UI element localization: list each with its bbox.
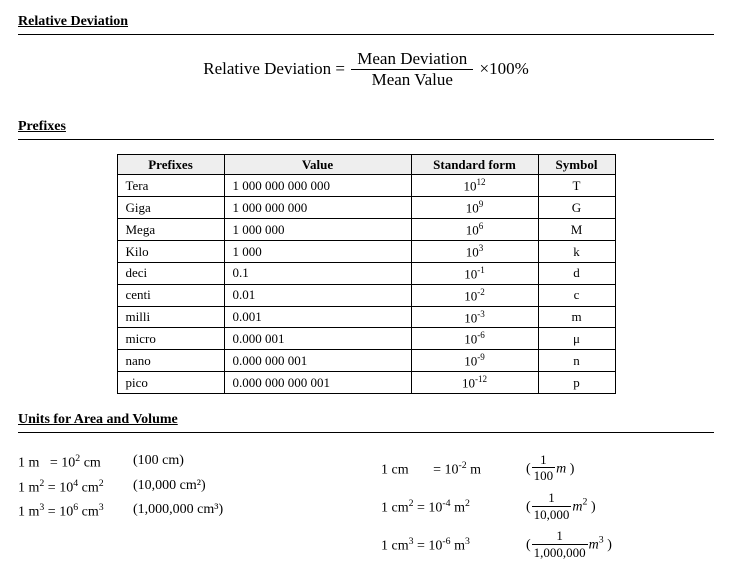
section-title-units: Units for Area and Volume bbox=[18, 412, 714, 428]
formula-denominator: Mean Value bbox=[351, 70, 473, 90]
prefix-symbol: c bbox=[538, 284, 615, 306]
units-right-column: 1 cm = 10-2 m(1100m ) 1 cm2 = 10-4 m2(110… bbox=[381, 447, 714, 568]
prefix-name: deci bbox=[117, 262, 224, 284]
table-row: Mega1 000 000106M bbox=[117, 219, 615, 241]
unit-conversion: 1 m2 = 104 cm2(10,000 cm²) bbox=[18, 478, 351, 497]
unit-conversion: 1 cm = 10-2 m(1100m ) bbox=[381, 453, 714, 485]
prefix-symbol: k bbox=[538, 240, 615, 262]
prefix-symbol: n bbox=[538, 350, 615, 372]
formula-fraction: Mean Deviation Mean Value bbox=[351, 49, 473, 91]
table-row: pico0.000 000 000 00110-12p bbox=[117, 372, 615, 394]
prefix-name: Tera bbox=[117, 175, 224, 197]
prefix-value: 0.000 001 bbox=[224, 328, 411, 350]
prefix-value: 1 000 000 bbox=[224, 219, 411, 241]
formula-lhs: Relative Deviation = bbox=[203, 59, 345, 78]
prefix-standard-form: 10-12 bbox=[411, 372, 538, 394]
col-header: Symbol bbox=[538, 154, 615, 175]
prefix-symbol: d bbox=[538, 262, 615, 284]
units-area: 1 m = 102 cm(100 cm) 1 m2 = 104 cm2(10,00… bbox=[18, 447, 714, 568]
prefix-value: 0.000 000 000 001 bbox=[224, 372, 411, 394]
prefix-value: 0.000 000 001 bbox=[224, 350, 411, 372]
prefix-symbol: m bbox=[538, 306, 615, 328]
prefix-symbol: p bbox=[538, 372, 615, 394]
prefix-standard-form: 103 bbox=[411, 240, 538, 262]
prefix-standard-form: 1012 bbox=[411, 175, 538, 197]
unit-conversion: 1 m3 = 106 cm3(1,000,000 cm³) bbox=[18, 502, 351, 521]
unit-conversion: 1 cm3 = 10-6 m3(11,000,000m3 ) bbox=[381, 529, 714, 561]
prefix-name: centi bbox=[117, 284, 224, 306]
prefix-value: 0.01 bbox=[224, 284, 411, 306]
prefix-name: micro bbox=[117, 328, 224, 350]
prefix-standard-form: 10-9 bbox=[411, 350, 538, 372]
prefix-standard-form: 10-3 bbox=[411, 306, 538, 328]
col-header: Prefixes bbox=[117, 154, 224, 175]
prefix-name: Kilo bbox=[117, 240, 224, 262]
prefix-standard-form: 10-1 bbox=[411, 262, 538, 284]
prefix-symbol: M bbox=[538, 219, 615, 241]
table-row: Kilo1 000103k bbox=[117, 240, 615, 262]
prefix-symbol: μ bbox=[538, 328, 615, 350]
section-title-relative-deviation: Relative Deviation bbox=[18, 14, 714, 30]
prefix-value: 1 000 bbox=[224, 240, 411, 262]
prefix-value: 1 000 000 000 bbox=[224, 197, 411, 219]
relative-deviation-formula: Relative Deviation = Mean Deviation Mean… bbox=[18, 49, 714, 91]
divider bbox=[18, 139, 714, 140]
prefix-value: 1 000 000 000 000 bbox=[224, 175, 411, 197]
prefix-standard-form: 109 bbox=[411, 197, 538, 219]
table-row: deci0.110-1d bbox=[117, 262, 615, 284]
col-header: Value bbox=[224, 154, 411, 175]
col-header: Standard form bbox=[411, 154, 538, 175]
divider bbox=[18, 34, 714, 35]
units-left-column: 1 m = 102 cm(100 cm) 1 m2 = 104 cm2(10,00… bbox=[18, 447, 351, 568]
divider bbox=[18, 432, 714, 433]
table-row: centi0.0110-2c bbox=[117, 284, 615, 306]
prefix-name: Mega bbox=[117, 219, 224, 241]
section-title-prefixes: Prefixes bbox=[18, 119, 714, 135]
prefix-name: Giga bbox=[117, 197, 224, 219]
prefix-symbol: T bbox=[538, 175, 615, 197]
table-row: Giga1 000 000 000109G bbox=[117, 197, 615, 219]
prefixes-table: Prefixes Value Standard form Symbol Tera… bbox=[117, 154, 616, 394]
table-row: Tera1 000 000 000 0001012T bbox=[117, 175, 615, 197]
prefix-name: nano bbox=[117, 350, 224, 372]
table-row: milli0.00110-3m bbox=[117, 306, 615, 328]
prefix-value: 0.001 bbox=[224, 306, 411, 328]
prefix-name: milli bbox=[117, 306, 224, 328]
formula-numerator: Mean Deviation bbox=[351, 49, 473, 70]
prefix-symbol: G bbox=[538, 197, 615, 219]
prefix-value: 0.1 bbox=[224, 262, 411, 284]
formula-tail: ×100% bbox=[480, 59, 529, 78]
table-row: micro0.000 00110-6μ bbox=[117, 328, 615, 350]
table-header-row: Prefixes Value Standard form Symbol bbox=[117, 154, 615, 175]
table-row: nano0.000 000 00110-9n bbox=[117, 350, 615, 372]
prefix-standard-form: 106 bbox=[411, 219, 538, 241]
unit-conversion: 1 m = 102 cm(100 cm) bbox=[18, 453, 351, 472]
unit-conversion: 1 cm2 = 10-4 m2(110,000m2 ) bbox=[381, 491, 714, 523]
prefix-standard-form: 10-6 bbox=[411, 328, 538, 350]
prefix-name: pico bbox=[117, 372, 224, 394]
prefix-standard-form: 10-2 bbox=[411, 284, 538, 306]
